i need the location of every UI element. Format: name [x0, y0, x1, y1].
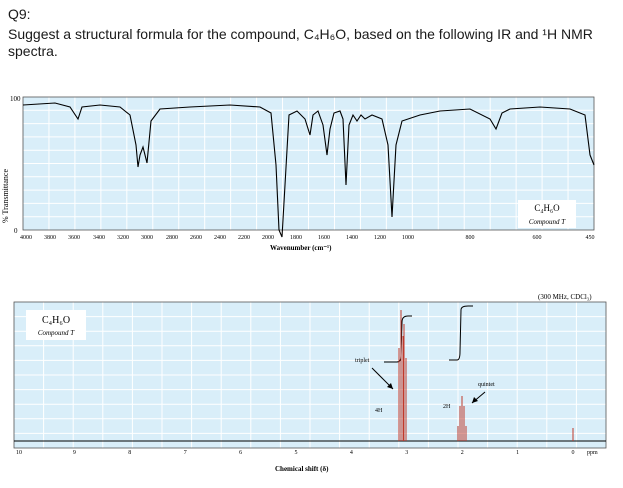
- ir-tick-label: 2800: [166, 235, 178, 241]
- ann-2h: 2H: [443, 404, 451, 410]
- ir-compound-box: [518, 200, 576, 228]
- ir-tick-label: 3600: [68, 235, 80, 241]
- triplet-annotation: triplet: [355, 358, 370, 364]
- ir-compound: Compound T: [529, 218, 566, 226]
- nmr-tick-label: 0: [572, 450, 575, 456]
- nmr-spectrum: (300 MHz, CDCl₃) triplet 4H quintet 2H C…: [13, 293, 607, 473]
- nmr-tick-label: 2: [461, 450, 464, 456]
- ir-trace: [22, 102, 595, 238]
- ir-tick-label: 3000: [141, 235, 153, 241]
- nmr-triplet-peaks: [398, 310, 407, 441]
- ir-ylabel: % Transmittance: [1, 169, 10, 223]
- nmr-compound: Compound T: [38, 329, 75, 337]
- ir-tick-label: 1600: [318, 235, 330, 241]
- ir-ytick-100: 100: [10, 95, 21, 103]
- ir-tick-label: 3800: [44, 235, 56, 241]
- question-text: Suggest a structural formula for the com…: [8, 26, 593, 59]
- nmr-tick-label: 6: [239, 450, 242, 456]
- ir-tick-label: 1400: [346, 235, 358, 241]
- nmr-tick-label: 4: [350, 450, 353, 456]
- ir-formula: C₄H₆O: [534, 203, 560, 213]
- ir-ytick-0: 0: [14, 227, 18, 235]
- ir-tick-label: 3400: [93, 235, 105, 241]
- nmr-tick-label: 10: [16, 450, 22, 456]
- ir-tick-label: 2600: [190, 235, 202, 241]
- quintet-arrowhead: [472, 397, 478, 403]
- nmr-x-ticks: 10 9 8 7 6 5 4 3 2 1 0: [16, 450, 575, 456]
- quintet-annotation: quintet: [478, 382, 495, 388]
- ir-tick-label: 1200: [374, 235, 386, 241]
- ir-tick-label: 450: [586, 235, 595, 241]
- nmr-tick-label: 9: [73, 450, 76, 456]
- ir-tick-label: 2400: [214, 235, 226, 241]
- nmr-tick-label: 7: [184, 450, 187, 456]
- nmr-tick-label: 8: [128, 450, 131, 456]
- ir-tick-label: 1800: [290, 235, 302, 241]
- ir-tick-label: 2000: [262, 235, 274, 241]
- triplet-arrowhead: [387, 383, 393, 389]
- ir-tick-label: 4000: [20, 235, 32, 241]
- nmr-formula: C₄H₆O: [42, 315, 70, 326]
- ir-x-ticks: 4000 3800 3600 3400 3200 3000 2800 2600 2400 2200…: [20, 235, 595, 241]
- nmr-grid: [14, 302, 606, 448]
- nmr-ppm-label: ppm: [587, 450, 598, 456]
- nmr-tick-label: 5: [295, 450, 298, 456]
- ir-tick-label: 600: [533, 235, 542, 241]
- ir-spectrum: 100 0 % Transmittance 4000 3800 3600 3400 32…: [1, 95, 595, 252]
- nmr-quintet-peaks: [457, 396, 467, 441]
- ir-tick-label: 800: [466, 235, 475, 241]
- ir-tick-label: 1000: [402, 235, 414, 241]
- ir-tick-label: 2200: [238, 235, 250, 241]
- nmr-compound-box: [26, 310, 86, 340]
- nmr-tick-label: 3: [405, 450, 408, 456]
- nmr-conditions: (300 MHz, CDCl₃): [538, 293, 592, 301]
- question-number: Q9:: [8, 6, 31, 22]
- ir-xlabel: Wavenumber (cm⁻¹): [270, 244, 332, 252]
- nmr-xlabel: Chemical shift (δ): [275, 465, 329, 473]
- ann-4h: 4H: [375, 408, 383, 414]
- nmr-tick-label: 1: [516, 450, 519, 456]
- ir-tick-label: 3200: [117, 235, 129, 241]
